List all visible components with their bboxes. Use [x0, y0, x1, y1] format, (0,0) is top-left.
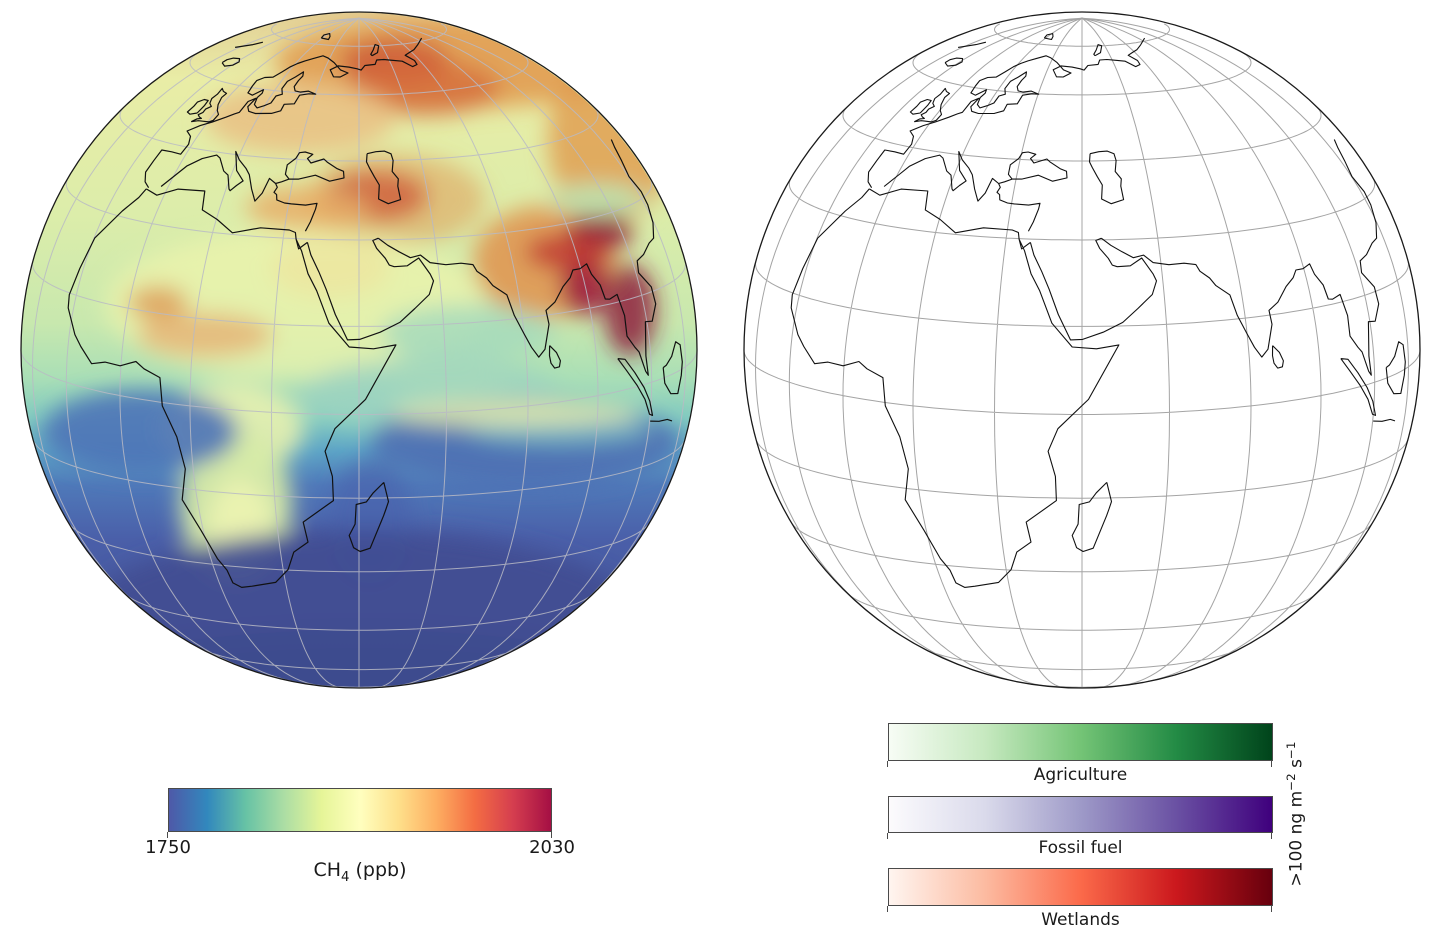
ch4-colorbar-tick-min: [167, 832, 169, 838]
agriculture-colorbar-tick: [887, 761, 889, 767]
fossil-fuel-colorbar: [888, 796, 1273, 833]
emissions-globe-map: [743, 11, 1421, 689]
ch4-globe-map: [20, 11, 698, 689]
fossil-fuel-colorbar-tick: [887, 833, 889, 839]
emission-scale-label: >100 ng m−2 s−1: [1284, 741, 1307, 887]
ch4-colorbar-tick-max: [551, 832, 553, 838]
ch4-colorbar-min-label: 1750: [145, 837, 191, 858]
wetlands-colorbar: [888, 868, 1273, 906]
fossil-fuel-colorbar-tick-right: [1271, 833, 1273, 839]
agriculture-colorbar: [888, 723, 1273, 761]
ch4-colorbar: [168, 788, 552, 832]
wetlands-label: Wetlands: [1041, 910, 1120, 930]
fossil-fuel-label: Fossil fuel: [1038, 838, 1123, 858]
agriculture-colorbar-tick-right: [1271, 761, 1273, 767]
ch4-colorbar-title: CH4 (ppb): [313, 859, 407, 885]
wetlands-colorbar-tick: [887, 906, 889, 912]
ch4-colorbar-max-label: 2030: [529, 837, 575, 858]
wetlands-colorbar-tick-right: [1271, 906, 1273, 912]
agriculture-label: Agriculture: [1033, 765, 1128, 785]
